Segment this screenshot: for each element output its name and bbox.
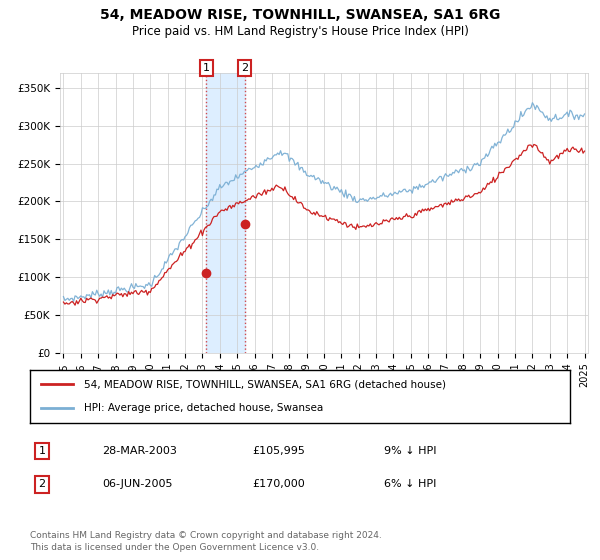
Text: £170,000: £170,000 [252,479,305,489]
Text: HPI: Average price, detached house, Swansea: HPI: Average price, detached house, Swan… [84,403,323,413]
Text: 2: 2 [38,479,46,489]
Bar [206,73,245,353]
Text: 9% ↓ HPI: 9% ↓ HPI [384,446,437,456]
Text: 54, MEADOW RISE, TOWNHILL, SWANSEA, SA1 6RG (detached house): 54, MEADOW RISE, TOWNHILL, SWANSEA, SA1 … [84,380,446,390]
Text: 28-MAR-2003: 28-MAR-2003 [102,446,177,456]
Text: 1: 1 [38,446,46,456]
Text: £105,995: £105,995 [252,446,305,456]
Text: Contains HM Land Registry data © Crown copyright and database right 2024.
This d: Contains HM Land Registry data © Crown c… [30,531,382,552]
Text: 2: 2 [241,63,248,73]
Text: 6% ↓ HPI: 6% ↓ HPI [384,479,436,489]
Text: Price paid vs. HM Land Registry's House Price Index (HPI): Price paid vs. HM Land Registry's House … [131,25,469,38]
Text: 54, MEADOW RISE, TOWNHILL, SWANSEA, SA1 6RG: 54, MEADOW RISE, TOWNHILL, SWANSEA, SA1 … [100,8,500,22]
Text: 1: 1 [203,63,210,73]
Text: 06-JUN-2005: 06-JUN-2005 [102,479,173,489]
